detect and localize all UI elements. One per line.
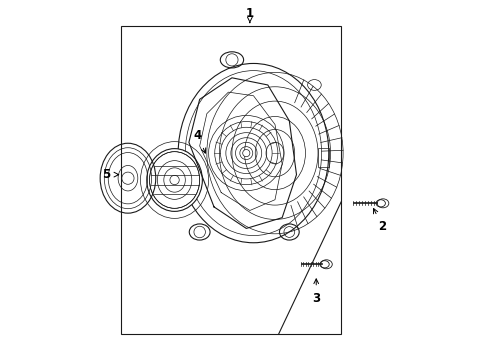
Text: 1: 1 (245, 7, 253, 23)
Text: 4: 4 (193, 129, 205, 153)
Circle shape (242, 149, 249, 157)
Ellipse shape (146, 149, 202, 211)
Text: 5: 5 (102, 168, 119, 181)
Text: 3: 3 (311, 279, 320, 305)
Bar (317, 148, 329, 167)
Text: 2: 2 (373, 208, 386, 233)
